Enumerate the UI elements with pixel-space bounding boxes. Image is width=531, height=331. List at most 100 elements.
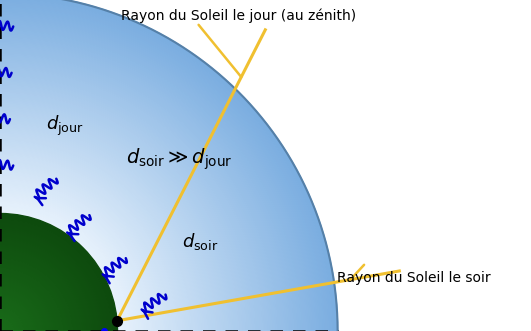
Wedge shape xyxy=(0,78,253,331)
Wedge shape xyxy=(0,56,275,331)
Wedge shape xyxy=(0,107,224,331)
Wedge shape xyxy=(0,34,297,331)
Wedge shape xyxy=(0,298,33,331)
Wedge shape xyxy=(0,21,310,331)
Wedge shape xyxy=(0,142,189,331)
Wedge shape xyxy=(0,30,301,331)
Wedge shape xyxy=(0,6,325,331)
Wedge shape xyxy=(0,191,140,331)
Text: $d_{\mathsf{soir}}$: $d_{\mathsf{soir}}$ xyxy=(182,231,218,252)
Wedge shape xyxy=(0,67,264,331)
Wedge shape xyxy=(0,171,160,331)
Wedge shape xyxy=(0,270,61,331)
Wedge shape xyxy=(0,94,237,331)
Wedge shape xyxy=(0,327,4,331)
Wedge shape xyxy=(0,14,318,331)
Wedge shape xyxy=(0,212,119,331)
Wedge shape xyxy=(0,249,82,331)
Text: $d_{\mathsf{jour}}$: $d_{\mathsf{jour}}$ xyxy=(46,114,84,138)
Wedge shape xyxy=(0,0,334,331)
Wedge shape xyxy=(0,182,149,331)
Wedge shape xyxy=(0,148,184,331)
Wedge shape xyxy=(0,48,282,331)
Wedge shape xyxy=(0,16,315,331)
Wedge shape xyxy=(0,0,332,331)
Wedge shape xyxy=(0,52,279,331)
Wedge shape xyxy=(0,136,194,331)
Wedge shape xyxy=(0,292,39,331)
Wedge shape xyxy=(0,47,285,331)
Wedge shape xyxy=(0,79,251,331)
Wedge shape xyxy=(0,58,273,331)
Wedge shape xyxy=(0,159,173,331)
Wedge shape xyxy=(0,10,321,331)
Wedge shape xyxy=(0,144,187,331)
Wedge shape xyxy=(0,276,55,331)
Wedge shape xyxy=(0,173,158,331)
Wedge shape xyxy=(0,98,233,331)
Wedge shape xyxy=(0,102,229,331)
Text: Rayon du Soleil le jour (au zénith): Rayon du Soleil le jour (au zénith) xyxy=(121,8,356,23)
Wedge shape xyxy=(0,125,205,331)
Wedge shape xyxy=(0,193,138,331)
Wedge shape xyxy=(0,329,2,331)
Wedge shape xyxy=(0,32,299,331)
Wedge shape xyxy=(0,264,66,331)
Wedge shape xyxy=(0,190,141,331)
Text: Rayon du Soleil le soir: Rayon du Soleil le soir xyxy=(337,271,491,285)
Wedge shape xyxy=(0,169,161,331)
Wedge shape xyxy=(0,149,182,331)
Wedge shape xyxy=(0,39,292,331)
Wedge shape xyxy=(0,140,191,331)
Wedge shape xyxy=(0,319,12,331)
Wedge shape xyxy=(0,104,228,331)
Wedge shape xyxy=(0,208,123,331)
Wedge shape xyxy=(0,4,327,331)
Wedge shape xyxy=(0,272,59,331)
Wedge shape xyxy=(0,215,116,331)
Wedge shape xyxy=(0,113,218,331)
Wedge shape xyxy=(0,257,74,331)
Wedge shape xyxy=(0,17,314,331)
Wedge shape xyxy=(0,92,238,331)
Wedge shape xyxy=(0,186,145,331)
Wedge shape xyxy=(0,115,217,331)
Text: $d_{\mathsf{soir}} \gg d_{\mathsf{jour}}$: $d_{\mathsf{soir}} \gg d_{\mathsf{jour}}… xyxy=(126,146,233,172)
Wedge shape xyxy=(0,204,127,331)
Wedge shape xyxy=(0,235,96,331)
Wedge shape xyxy=(0,116,215,331)
Wedge shape xyxy=(0,195,136,331)
Wedge shape xyxy=(0,225,106,331)
Wedge shape xyxy=(0,19,312,331)
Wedge shape xyxy=(0,206,125,331)
Wedge shape xyxy=(0,199,132,331)
Wedge shape xyxy=(0,325,6,331)
Wedge shape xyxy=(0,76,255,331)
Wedge shape xyxy=(0,294,37,331)
Wedge shape xyxy=(0,290,41,331)
Wedge shape xyxy=(0,217,114,331)
Wedge shape xyxy=(0,131,200,331)
Wedge shape xyxy=(0,96,235,331)
Wedge shape xyxy=(0,317,14,331)
Wedge shape xyxy=(0,309,22,331)
Wedge shape xyxy=(0,286,45,331)
Wedge shape xyxy=(0,284,47,331)
Wedge shape xyxy=(0,60,271,331)
Wedge shape xyxy=(0,241,90,331)
Wedge shape xyxy=(0,54,277,331)
Wedge shape xyxy=(0,153,178,331)
Wedge shape xyxy=(0,268,63,331)
Wedge shape xyxy=(0,12,319,331)
Wedge shape xyxy=(0,133,198,331)
Wedge shape xyxy=(0,118,213,331)
Wedge shape xyxy=(0,83,248,331)
Wedge shape xyxy=(0,109,222,331)
Wedge shape xyxy=(0,129,202,331)
Wedge shape xyxy=(0,231,100,331)
Wedge shape xyxy=(0,245,86,331)
Wedge shape xyxy=(0,203,129,331)
Wedge shape xyxy=(0,63,268,331)
Wedge shape xyxy=(0,177,154,331)
Wedge shape xyxy=(0,243,88,331)
